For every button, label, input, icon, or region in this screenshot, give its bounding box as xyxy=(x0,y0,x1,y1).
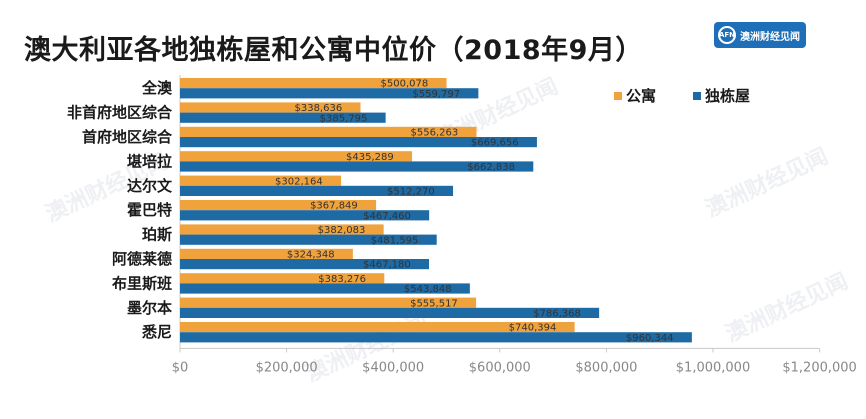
bar-apartment xyxy=(180,297,477,308)
bar-apartment xyxy=(180,151,413,162)
data-label: $367,849 xyxy=(310,201,358,212)
data-label: $383,276 xyxy=(318,274,366,285)
brand-logo: AFN 澳洲财经见闻 xyxy=(714,22,806,48)
x-tick-label: $800,000 xyxy=(575,360,637,375)
bar-apartment xyxy=(180,78,447,89)
bar-apartment xyxy=(180,322,575,333)
legend-label: 公寓 xyxy=(626,87,656,105)
bar-house xyxy=(180,185,454,196)
data-label: $435,289 xyxy=(346,152,394,163)
bar-apartment xyxy=(180,126,477,137)
data-label: $960,344 xyxy=(626,333,674,344)
category-label: 阿德莱德 xyxy=(112,250,172,268)
x-tick-label: $1,200,000 xyxy=(782,360,856,375)
category-label: 珀斯 xyxy=(142,226,172,244)
data-label: $500,078 xyxy=(381,79,429,90)
legend-swatch xyxy=(614,92,622,100)
data-label: $556,263 xyxy=(410,128,458,139)
category-label: 非首府地区综合 xyxy=(67,104,173,122)
category-label: 墨尔本 xyxy=(127,299,172,317)
data-label: $467,460 xyxy=(363,211,411,222)
category-label: 堪培拉 xyxy=(127,152,172,170)
data-label: $382,083 xyxy=(318,225,366,236)
data-label: $740,394 xyxy=(509,323,557,334)
bar-apartment xyxy=(180,102,361,113)
bar-apartment xyxy=(180,248,353,259)
legend-swatch xyxy=(693,92,701,100)
data-label: $512,270 xyxy=(387,187,435,198)
data-label: $662,838 xyxy=(467,162,515,173)
legend-label: 独栋屋 xyxy=(705,87,750,105)
data-label: $669,656 xyxy=(471,138,519,149)
category-label: 达尔文 xyxy=(127,177,173,195)
data-label: $481,595 xyxy=(371,235,419,246)
data-label: $786,368 xyxy=(533,309,581,320)
bar-house xyxy=(180,210,430,221)
category-label: 首府地区综合 xyxy=(82,128,173,146)
data-label: $338,636 xyxy=(294,103,342,114)
bar-apartment xyxy=(180,224,384,235)
chart-title: 澳大利亚各地独栋屋和公寓中位价（2018年9月） xyxy=(24,35,643,66)
category-label: 全澳 xyxy=(141,79,173,97)
bar-house xyxy=(180,259,430,270)
bar-apartment xyxy=(180,175,342,186)
logo-mark-icon: AFN xyxy=(718,26,736,44)
bar-house xyxy=(180,332,692,343)
bar-house xyxy=(180,88,479,99)
data-label: $467,180 xyxy=(363,260,411,271)
bar-house xyxy=(180,283,470,294)
data-label: $302,164 xyxy=(275,176,323,187)
x-tick-label: $400,000 xyxy=(362,360,424,375)
data-label: $555,517 xyxy=(410,298,458,309)
category-label: 悉尼 xyxy=(141,323,172,341)
bar-house xyxy=(180,112,386,123)
data-label: $324,348 xyxy=(287,250,335,261)
data-label: $385,795 xyxy=(320,113,368,124)
data-label: $543,848 xyxy=(404,284,452,295)
x-tick-label: $200,000 xyxy=(256,360,318,375)
x-tick-label: $0 xyxy=(172,360,189,375)
bar-house xyxy=(180,161,534,172)
data-label: $559,797 xyxy=(412,89,460,100)
category-label: 布里斯班 xyxy=(112,274,172,292)
logo-text: 澳洲财经见闻 xyxy=(740,31,800,43)
bar-apartment xyxy=(180,200,377,211)
bar-house xyxy=(180,234,437,245)
bar-house xyxy=(180,307,600,318)
bar-apartment xyxy=(180,273,385,284)
x-tick-label: $1,000,000 xyxy=(676,360,750,375)
x-tick-label: $600,000 xyxy=(469,360,531,375)
category-label: 霍巴特 xyxy=(127,201,172,219)
bar-house xyxy=(180,137,537,148)
